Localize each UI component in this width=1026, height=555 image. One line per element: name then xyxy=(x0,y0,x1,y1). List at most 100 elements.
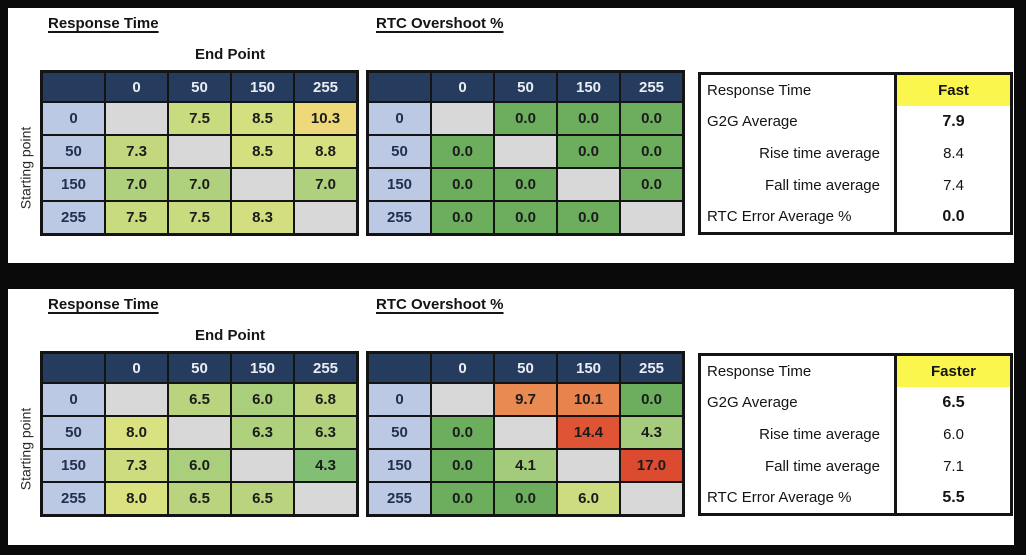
summary-row-value: 0.0 xyxy=(942,207,965,225)
matrix-value-cell: 8.8 xyxy=(293,134,359,169)
summary-mode-badge: Faster xyxy=(895,354,1012,387)
matrix-column-header: 0 xyxy=(430,351,495,384)
matrix-corner-cell xyxy=(40,70,106,103)
matrix-column-header: 50 xyxy=(493,351,558,384)
matrix-value-cell: 7.5 xyxy=(104,200,169,236)
matrix-value-cell: 0.0 xyxy=(556,200,621,236)
matrix-value-cell: 6.5 xyxy=(167,481,232,517)
matrix-column-header: 255 xyxy=(293,70,359,103)
starting-point-axis-label: Starting point xyxy=(12,98,38,238)
matrix-value-cell: 8.5 xyxy=(230,134,295,169)
matrix-value-cell: 4.3 xyxy=(619,415,685,450)
summary-row-value: 7.9 xyxy=(942,112,965,130)
summary-table: Response Time Fast G2G Average 7.9 Rise time… xyxy=(698,72,1013,235)
matrix-diagonal-cell xyxy=(230,167,295,202)
matrix-row-header: 50 xyxy=(40,134,106,169)
end-point-axis-label: End Point xyxy=(195,46,265,63)
matrix-diagonal-cell xyxy=(167,134,232,169)
matrix-value-cell: 14.4 xyxy=(556,415,621,450)
matrix-column-header: 50 xyxy=(493,70,558,103)
summary-row-value: 6.0 xyxy=(943,426,964,443)
matrix-column-header: 150 xyxy=(556,351,621,384)
matrix-value-cell: 6.3 xyxy=(230,415,295,450)
matrix-column-header: 255 xyxy=(619,70,685,103)
summary-row-label: RTC Error Average % xyxy=(699,482,897,515)
summary-row-value: 7.1 xyxy=(943,458,964,475)
rtc-overshoot-heatmap: 0 50 150 255 0 0.0 0.0 0.0 50 0.0 0.0 0.0 150 0.0 0.0 0… xyxy=(366,70,685,236)
matrix-column-header: 255 xyxy=(293,351,359,384)
matrix-row-header: 255 xyxy=(40,200,106,236)
matrix-column-header: 50 xyxy=(167,351,232,384)
matrix-value-cell: 0.0 xyxy=(430,134,495,169)
matrix-value-cell: 0.0 xyxy=(619,167,685,202)
summary-row-label: Fall time average xyxy=(699,169,897,202)
matrix-value-cell: 7.0 xyxy=(167,167,232,202)
matrix-diagonal-cell xyxy=(104,101,169,136)
summary-title-label: Response Time xyxy=(699,73,897,106)
matrix-column-header: 0 xyxy=(430,70,495,103)
matrix-value-cell: 7.3 xyxy=(104,448,169,483)
matrix-value-cell: 0.0 xyxy=(619,134,685,169)
matrix-value-cell: 0.0 xyxy=(619,382,685,417)
matrix-row-header: 0 xyxy=(40,382,106,417)
matrix-row-header: 50 xyxy=(366,134,432,169)
matrix-value-cell: 0.0 xyxy=(619,101,685,136)
summary-row-label: G2G Average xyxy=(699,105,897,138)
matrix-row-header: 150 xyxy=(40,448,106,483)
matrix-value-cell: 0.0 xyxy=(493,167,558,202)
summary-row-label: G2G Average xyxy=(699,386,897,419)
matrix-value-cell: 0.0 xyxy=(493,101,558,136)
summary-mode-badge: Fast xyxy=(895,73,1012,106)
matrix-diagonal-cell xyxy=(430,101,495,136)
matrix-value-cell: 6.5 xyxy=(167,382,232,417)
summary-title-label: Response Time xyxy=(699,354,897,387)
matrix-column-header: 0 xyxy=(104,70,169,103)
matrix-column-header: 150 xyxy=(556,70,621,103)
matrix-value-cell: 0.0 xyxy=(493,200,558,236)
matrix-column-header: 255 xyxy=(619,351,685,384)
matrix-value-cell: 8.3 xyxy=(230,200,295,236)
matrix-diagonal-cell xyxy=(619,481,685,517)
matrix-value-cell: 7.5 xyxy=(167,200,232,236)
matrix-row-header: 0 xyxy=(366,382,432,417)
matrix-value-cell: 7.5 xyxy=(167,101,232,136)
matrix-column-header: 150 xyxy=(230,70,295,103)
matrix-value-cell: 0.0 xyxy=(556,134,621,169)
matrix-diagonal-cell xyxy=(556,448,621,483)
rtc-overshoot-title: RTC Overshoot % xyxy=(376,296,504,313)
matrix-value-cell: 4.1 xyxy=(493,448,558,483)
matrix-value-cell: 0.0 xyxy=(430,415,495,450)
matrix-diagonal-cell xyxy=(167,415,232,450)
response-time-title: Response Time xyxy=(48,296,159,313)
summary-row-label: Fall time average xyxy=(699,450,897,483)
matrix-value-cell: 6.8 xyxy=(293,382,359,417)
matrix-row-header: 150 xyxy=(40,167,106,202)
matrix-diagonal-cell xyxy=(230,448,295,483)
matrix-value-cell: 6.5 xyxy=(230,481,295,517)
end-point-axis-label: End Point xyxy=(195,327,265,344)
matrix-row-header: 255 xyxy=(40,481,106,517)
matrix-value-cell: 7.0 xyxy=(104,167,169,202)
starting-point-axis-label: Starting point xyxy=(12,379,38,519)
matrix-row-header: 50 xyxy=(366,415,432,450)
summary-row-value: 6.5 xyxy=(942,393,965,411)
matrix-value-cell: 7.3 xyxy=(104,134,169,169)
matrix-value-cell: 17.0 xyxy=(619,448,685,483)
matrix-value-cell: 10.1 xyxy=(556,382,621,417)
report-panel-faster: Response Time RTC Overshoot % End Point … xyxy=(8,289,1014,545)
matrix-value-cell: 6.0 xyxy=(167,448,232,483)
matrix-diagonal-cell xyxy=(493,134,558,169)
starting-point-axis-label-text: Starting point xyxy=(17,126,33,210)
matrix-value-cell: 6.0 xyxy=(230,382,295,417)
matrix-row-header: 255 xyxy=(366,481,432,517)
matrix-diagonal-cell xyxy=(493,415,558,450)
summary-row-value: 7.4 xyxy=(943,177,964,194)
matrix-value-cell: 0.0 xyxy=(430,481,495,517)
summary-row-label: Rise time average xyxy=(699,137,897,170)
matrix-column-header: 0 xyxy=(104,351,169,384)
matrix-value-cell: 0.0 xyxy=(430,448,495,483)
summary-table: Response Time Faster G2G Average 6.5 Rise ti… xyxy=(698,353,1013,516)
response-time-heatmap: 0 50 150 255 0 6.5 6.0 6.8 50 8.0 6.3 6.3 150 7.3 6.0 4… xyxy=(40,351,359,517)
matrix-diagonal-cell xyxy=(556,167,621,202)
matrix-value-cell: 9.7 xyxy=(493,382,558,417)
